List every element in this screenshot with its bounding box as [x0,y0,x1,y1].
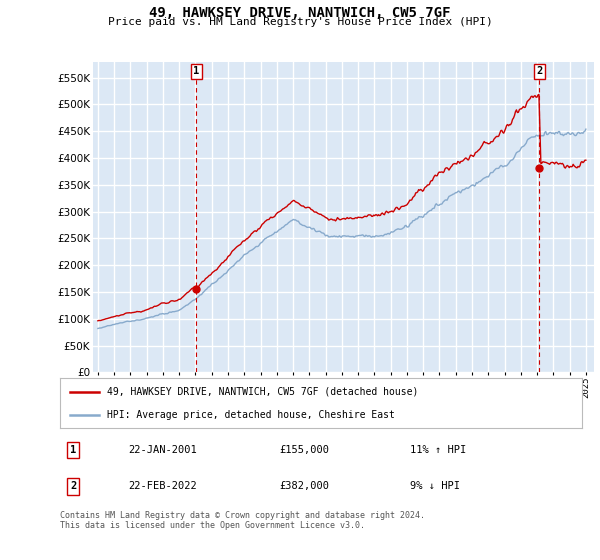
Text: £155,000: £155,000 [279,445,329,455]
Text: 1: 1 [193,66,200,76]
Text: 9% ↓ HPI: 9% ↓ HPI [410,482,460,492]
Text: 2: 2 [70,482,76,492]
Text: 49, HAWKSEY DRIVE, NANTWICH, CW5 7GF (detached house): 49, HAWKSEY DRIVE, NANTWICH, CW5 7GF (de… [107,386,418,396]
Text: 1: 1 [70,445,76,455]
Text: Price paid vs. HM Land Registry's House Price Index (HPI): Price paid vs. HM Land Registry's House … [107,17,493,27]
Text: 2: 2 [536,66,542,76]
Text: 22-FEB-2022: 22-FEB-2022 [128,482,197,492]
Text: 22-JAN-2001: 22-JAN-2001 [128,445,197,455]
Text: HPI: Average price, detached house, Cheshire East: HPI: Average price, detached house, Ches… [107,410,395,420]
Text: 49, HAWKSEY DRIVE, NANTWICH, CW5 7GF: 49, HAWKSEY DRIVE, NANTWICH, CW5 7GF [149,6,451,20]
Text: Contains HM Land Registry data © Crown copyright and database right 2024.
This d: Contains HM Land Registry data © Crown c… [60,511,425,530]
Text: 11% ↑ HPI: 11% ↑ HPI [410,445,466,455]
Text: £382,000: £382,000 [279,482,329,492]
